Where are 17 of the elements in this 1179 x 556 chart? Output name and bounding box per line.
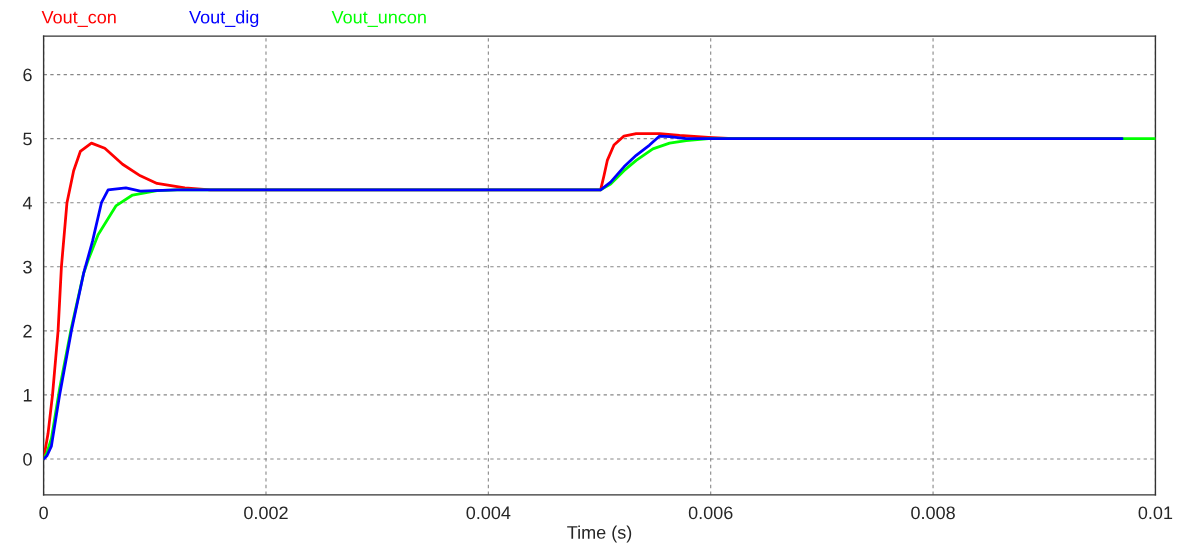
x-tick-label: 0.002 [244,506,288,520]
y-tick-label: 2 [23,324,32,338]
text: Vout_con [41,10,116,27]
text: Vout_uncon [331,10,426,27]
y-tick-label: 6 [23,68,32,82]
x-tick-label: 0 [39,506,48,520]
x-tick-label: 0.008 [911,506,955,520]
x-tick-label: 0.01 [1138,506,1173,520]
x-axis-title: Time (s) [567,525,632,543]
y-tick-label: 4 [22,196,32,210]
y-tick-label: 1 [23,389,32,402]
y-tick-label: 0 [23,452,32,466]
text: Vout_dig [189,10,259,28]
y-tick-label: 3 [23,260,32,274]
x-tick-label: 0.006 [688,506,733,520]
x-tick-label: 0.004 [466,506,511,520]
y-tick-label: 5 [23,132,32,146]
